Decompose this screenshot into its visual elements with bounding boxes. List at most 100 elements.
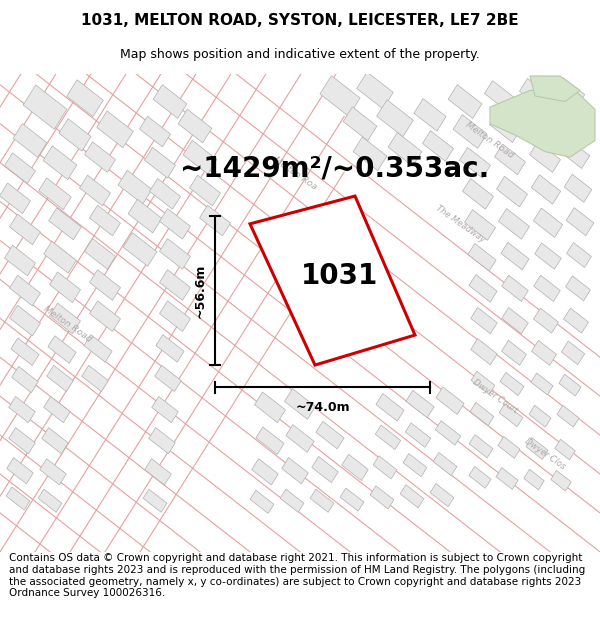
Polygon shape bbox=[526, 438, 548, 459]
Polygon shape bbox=[48, 336, 76, 363]
Polygon shape bbox=[533, 308, 559, 333]
Polygon shape bbox=[160, 301, 190, 331]
Polygon shape bbox=[563, 308, 589, 333]
Polygon shape bbox=[10, 305, 40, 336]
Text: Melton Road: Melton Road bbox=[464, 121, 515, 161]
Polygon shape bbox=[377, 100, 413, 137]
Text: Map shows position and indicative extent of the property.: Map shows position and indicative extent… bbox=[120, 48, 480, 61]
Polygon shape bbox=[85, 239, 115, 269]
Polygon shape bbox=[343, 107, 377, 141]
Polygon shape bbox=[433, 452, 457, 476]
Polygon shape bbox=[532, 341, 556, 366]
Text: Dwyer Court: Dwyer Court bbox=[471, 378, 519, 415]
Polygon shape bbox=[140, 116, 170, 147]
Polygon shape bbox=[524, 109, 556, 139]
Polygon shape bbox=[89, 270, 121, 301]
Polygon shape bbox=[280, 489, 304, 512]
Polygon shape bbox=[562, 341, 584, 364]
Polygon shape bbox=[470, 402, 494, 426]
Polygon shape bbox=[498, 436, 520, 458]
Polygon shape bbox=[564, 174, 592, 203]
Text: ~1429m²/~0.353ac.: ~1429m²/~0.353ac. bbox=[181, 154, 490, 182]
Polygon shape bbox=[502, 275, 528, 301]
Polygon shape bbox=[49, 208, 82, 240]
Polygon shape bbox=[529, 405, 551, 427]
Polygon shape bbox=[469, 434, 493, 457]
Polygon shape bbox=[448, 85, 482, 118]
Polygon shape bbox=[464, 209, 496, 240]
Text: Melton Roa: Melton Roa bbox=[272, 156, 319, 192]
Polygon shape bbox=[145, 459, 171, 485]
Polygon shape bbox=[414, 99, 446, 131]
Polygon shape bbox=[149, 428, 175, 454]
Polygon shape bbox=[463, 179, 493, 209]
Polygon shape bbox=[353, 137, 387, 171]
Polygon shape bbox=[5, 245, 35, 276]
Polygon shape bbox=[6, 487, 30, 510]
Polygon shape bbox=[38, 178, 71, 210]
Polygon shape bbox=[256, 427, 284, 454]
Polygon shape bbox=[499, 404, 523, 427]
Text: Contains OS data © Crown copyright and database right 2021. This information is : Contains OS data © Crown copyright and d… bbox=[9, 553, 585, 598]
Polygon shape bbox=[9, 428, 35, 454]
Polygon shape bbox=[250, 490, 274, 513]
Polygon shape bbox=[320, 76, 360, 116]
Polygon shape bbox=[312, 456, 338, 482]
Polygon shape bbox=[376, 425, 401, 449]
Polygon shape bbox=[143, 489, 167, 512]
Polygon shape bbox=[50, 272, 80, 302]
Polygon shape bbox=[200, 205, 230, 236]
Polygon shape bbox=[531, 373, 553, 395]
Polygon shape bbox=[560, 139, 590, 169]
Polygon shape bbox=[128, 199, 162, 233]
Polygon shape bbox=[23, 85, 67, 129]
Polygon shape bbox=[501, 242, 529, 270]
Polygon shape bbox=[532, 175, 560, 204]
Polygon shape bbox=[566, 208, 594, 236]
Text: Dwyer Clos: Dwyer Clos bbox=[523, 437, 567, 471]
Polygon shape bbox=[406, 390, 434, 418]
Polygon shape bbox=[43, 146, 77, 179]
Polygon shape bbox=[357, 72, 393, 109]
Polygon shape bbox=[183, 140, 217, 174]
Polygon shape bbox=[499, 209, 529, 239]
Polygon shape bbox=[42, 428, 68, 454]
Polygon shape bbox=[82, 365, 108, 391]
Polygon shape bbox=[376, 394, 404, 421]
Polygon shape bbox=[13, 124, 47, 158]
Polygon shape bbox=[282, 458, 308, 484]
Polygon shape bbox=[485, 81, 515, 111]
Polygon shape bbox=[11, 338, 39, 366]
Polygon shape bbox=[316, 421, 344, 449]
Polygon shape bbox=[85, 142, 115, 172]
Polygon shape bbox=[436, 421, 461, 445]
Polygon shape bbox=[38, 489, 62, 512]
Polygon shape bbox=[551, 471, 571, 491]
Polygon shape bbox=[453, 115, 487, 148]
Polygon shape bbox=[403, 454, 427, 477]
Polygon shape bbox=[555, 439, 575, 460]
Polygon shape bbox=[284, 389, 316, 419]
Polygon shape bbox=[7, 458, 33, 484]
Polygon shape bbox=[502, 308, 528, 334]
Polygon shape bbox=[149, 179, 181, 209]
Polygon shape bbox=[252, 459, 278, 485]
Polygon shape bbox=[557, 405, 579, 427]
Polygon shape bbox=[152, 396, 178, 422]
Polygon shape bbox=[524, 469, 544, 490]
Polygon shape bbox=[310, 489, 334, 512]
Polygon shape bbox=[400, 485, 424, 508]
Polygon shape bbox=[118, 170, 152, 204]
Polygon shape bbox=[156, 334, 184, 362]
Polygon shape bbox=[10, 275, 40, 306]
Polygon shape bbox=[59, 119, 91, 151]
Polygon shape bbox=[373, 456, 397, 479]
Polygon shape bbox=[520, 79, 550, 109]
Polygon shape bbox=[342, 454, 368, 481]
Polygon shape bbox=[47, 365, 73, 391]
Polygon shape bbox=[406, 423, 431, 448]
Polygon shape bbox=[340, 488, 364, 511]
Polygon shape bbox=[44, 396, 70, 422]
Polygon shape bbox=[460, 148, 490, 178]
Polygon shape bbox=[497, 176, 527, 207]
